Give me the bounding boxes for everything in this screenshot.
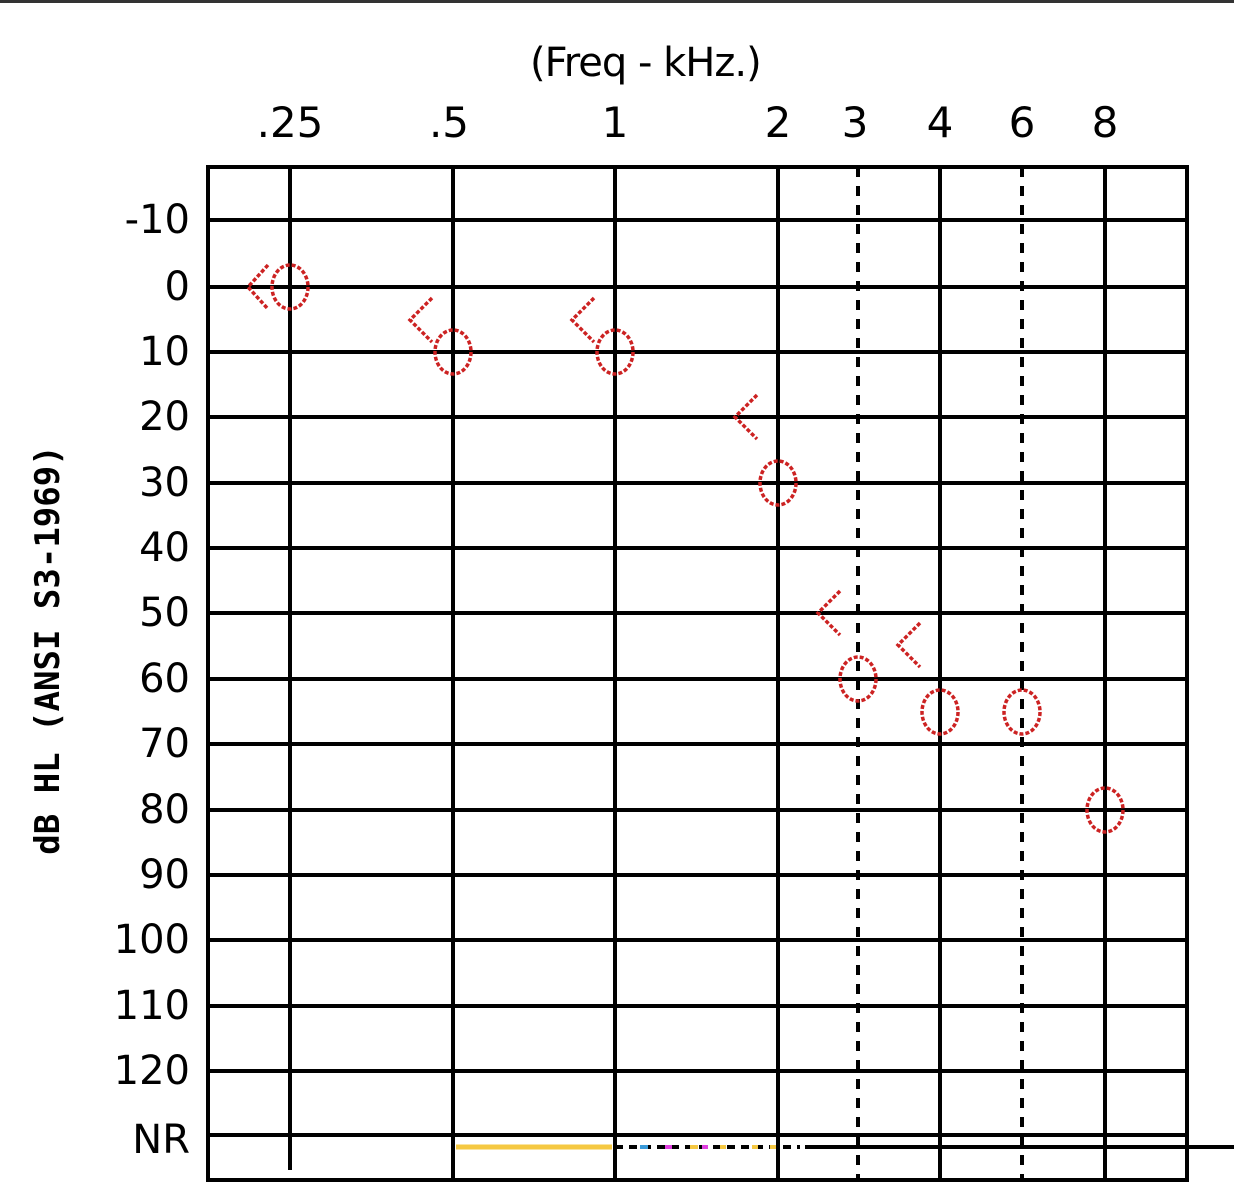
y-tick-0: 0: [164, 264, 190, 310]
circle-marker-6k: [1002, 688, 1042, 736]
x-tick-8: 8: [1091, 98, 1119, 147]
y-tick-20: 20: [139, 394, 190, 440]
vertical-gridlines: [288, 167, 1107, 1180]
circle-marker-4k: [920, 688, 960, 736]
x-tick-0.25: .25: [256, 98, 324, 147]
bracket-marker-0.25k: [245, 263, 270, 311]
y-tick-50: 50: [139, 590, 190, 636]
y-tick-70: 70: [139, 721, 190, 767]
y-tick-10: 10: [139, 329, 190, 375]
bracket-marker-2k: [732, 393, 759, 441]
circle-marker-3k: [838, 655, 878, 703]
window-top-border: [0, 0, 1234, 3]
y-tick-100: 100: [113, 917, 190, 963]
circle-marker-0.25k: [270, 263, 310, 311]
y-tick-80: 80: [139, 787, 190, 833]
y-tick-minus10: -10: [124, 197, 190, 243]
x-tick-1: 1: [601, 98, 629, 147]
plot-frame: [206, 165, 1189, 1182]
x-tick-3: 3: [841, 98, 869, 147]
bone-conduction-markers: [245, 263, 922, 669]
dashed-gridlines: [856, 167, 1024, 1180]
circle-marker-0.5k: [433, 328, 473, 376]
bracket-marker-4k: [895, 621, 922, 669]
y-tick-40: 40: [139, 525, 190, 571]
circle-marker-8k: [1085, 786, 1125, 834]
x-tick-6: 6: [1008, 98, 1036, 147]
x-axis-title: (Freq - kHz.): [530, 40, 762, 86]
bracket-marker-3k: [815, 589, 842, 637]
horizontal-gridlines: [208, 218, 1187, 1137]
x-tick-0.5: .5: [428, 98, 470, 147]
x-tick-4: 4: [926, 98, 954, 147]
bracket-marker-0.5k: [407, 296, 434, 344]
x-tick-2: 2: [764, 98, 792, 147]
y-tick-90: 90: [139, 852, 190, 898]
y-tick-60: 60: [139, 656, 190, 702]
circle-marker-1k: [595, 328, 635, 376]
y-tick-110: 110: [113, 983, 190, 1029]
circle-marker-2k: [758, 459, 798, 507]
y-tick-30: 30: [139, 460, 190, 506]
y-tick-nr: NR: [132, 1117, 190, 1163]
bracket-marker-1k: [569, 296, 596, 344]
y-tick-120: 120: [113, 1048, 190, 1094]
air-conduction-markers: [270, 263, 1125, 834]
